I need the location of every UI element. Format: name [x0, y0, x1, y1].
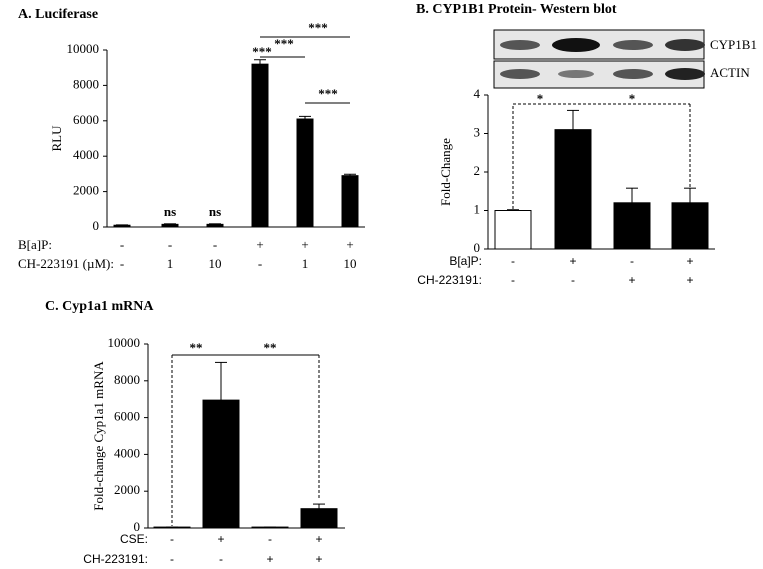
- condition-value: -: [511, 254, 515, 268]
- condition-value: +: [346, 237, 353, 252]
- y-tick-label: 8000: [114, 372, 140, 387]
- condition-value: -: [120, 256, 124, 271]
- chart-title: A. Luciferase: [18, 7, 98, 22]
- y-tick-label: 2000: [114, 482, 140, 497]
- bar: [554, 129, 592, 250]
- condition-value: +: [301, 237, 308, 252]
- condition-value: -: [170, 552, 174, 566]
- condition-value: +: [686, 273, 693, 287]
- bar: [113, 224, 131, 228]
- condition-label: CH-223191:: [83, 552, 148, 566]
- significance-label: ***: [308, 20, 328, 35]
- condition-label: CSE:: [120, 532, 148, 546]
- bar: [671, 202, 709, 250]
- condition-value: +: [315, 532, 322, 546]
- condition-value: 1: [167, 256, 174, 271]
- y-axis-label: Fold-Change: [438, 138, 453, 206]
- bar: [251, 63, 269, 228]
- condition-label: CH-223191:: [417, 273, 482, 287]
- bar: [300, 508, 338, 529]
- significance-label: **: [190, 340, 203, 355]
- condition-value: 10: [344, 256, 357, 271]
- condition-value: 10: [209, 256, 222, 271]
- condition-value: -: [571, 273, 575, 287]
- condition-value: -: [219, 552, 223, 566]
- y-tick-label: 2000: [73, 183, 99, 198]
- condition-value: +: [266, 552, 273, 566]
- y-tick-label: 6000: [73, 112, 99, 127]
- condition-value: -: [511, 273, 515, 287]
- significance-label: *: [629, 91, 636, 106]
- condition-value: -: [168, 237, 172, 252]
- western-blot: [493, 29, 705, 89]
- condition-label: CH-223191 (µM):: [18, 256, 114, 271]
- blot-band: [500, 40, 540, 50]
- blot-band: [665, 39, 705, 51]
- y-tick-label: 6000: [114, 409, 140, 424]
- blot-label: ACTIN: [710, 65, 750, 80]
- significance-label: ***: [274, 36, 294, 51]
- chart-title: C. Cyp1a1 mRNA: [45, 299, 154, 314]
- y-tick-label: 10000: [108, 335, 141, 350]
- bar: [494, 210, 532, 250]
- condition-value: -: [630, 254, 634, 268]
- condition-value: +: [628, 273, 635, 287]
- bar: [341, 175, 359, 228]
- y-tick-label: 0: [134, 519, 141, 534]
- condition-value: +: [256, 237, 263, 252]
- significance-label: **: [264, 340, 277, 355]
- bar: [251, 526, 289, 529]
- y-tick-label: 10000: [67, 41, 100, 56]
- bar: [206, 223, 224, 228]
- condition-value: 1: [302, 256, 309, 271]
- significance-label: ***: [318, 86, 338, 101]
- significance-label: ns: [164, 204, 176, 219]
- y-tick-label: 1: [474, 201, 481, 216]
- significance-label: ***: [252, 44, 272, 59]
- condition-value: -: [213, 237, 217, 252]
- blot-band: [558, 70, 594, 78]
- y-tick-label: 8000: [73, 76, 99, 91]
- y-tick-label: 0: [93, 218, 100, 233]
- y-tick-label: 4000: [114, 445, 140, 460]
- bar: [161, 223, 179, 228]
- blot-label: CYP1B1: [710, 37, 757, 52]
- y-tick-label: 4: [474, 86, 481, 101]
- condition-value: -: [268, 532, 272, 546]
- y-tick-label: 3: [474, 124, 481, 139]
- bar: [202, 399, 240, 529]
- condition-value: -: [258, 256, 262, 271]
- condition-label: B[a]P:: [18, 237, 52, 252]
- y-tick-label: 0: [474, 240, 481, 255]
- condition-label: B[a]P:: [449, 254, 482, 268]
- condition-value: -: [120, 237, 124, 252]
- y-tick-label: 2: [474, 163, 481, 178]
- blot-band: [552, 38, 600, 52]
- blot-band: [500, 69, 540, 79]
- blot-band: [665, 68, 705, 80]
- bar: [296, 118, 314, 228]
- bar: [153, 526, 191, 529]
- condition-value: +: [686, 254, 693, 268]
- blot-band: [613, 40, 653, 50]
- y-axis-label: RLU: [49, 125, 64, 152]
- significance-label: *: [537, 91, 544, 106]
- y-tick-label: 4000: [73, 147, 99, 162]
- bar: [613, 202, 651, 250]
- blot-band: [613, 69, 653, 79]
- condition-value: +: [315, 552, 322, 566]
- condition-value: +: [217, 532, 224, 546]
- condition-value: +: [569, 254, 576, 268]
- condition-value: -: [170, 532, 174, 546]
- chart-title: B. CYP1B1 Protein- Western blot: [416, 2, 617, 17]
- significance-label: ns: [209, 204, 221, 219]
- y-axis-label: Fold-change Cyp1a1 mRNA: [91, 361, 106, 511]
